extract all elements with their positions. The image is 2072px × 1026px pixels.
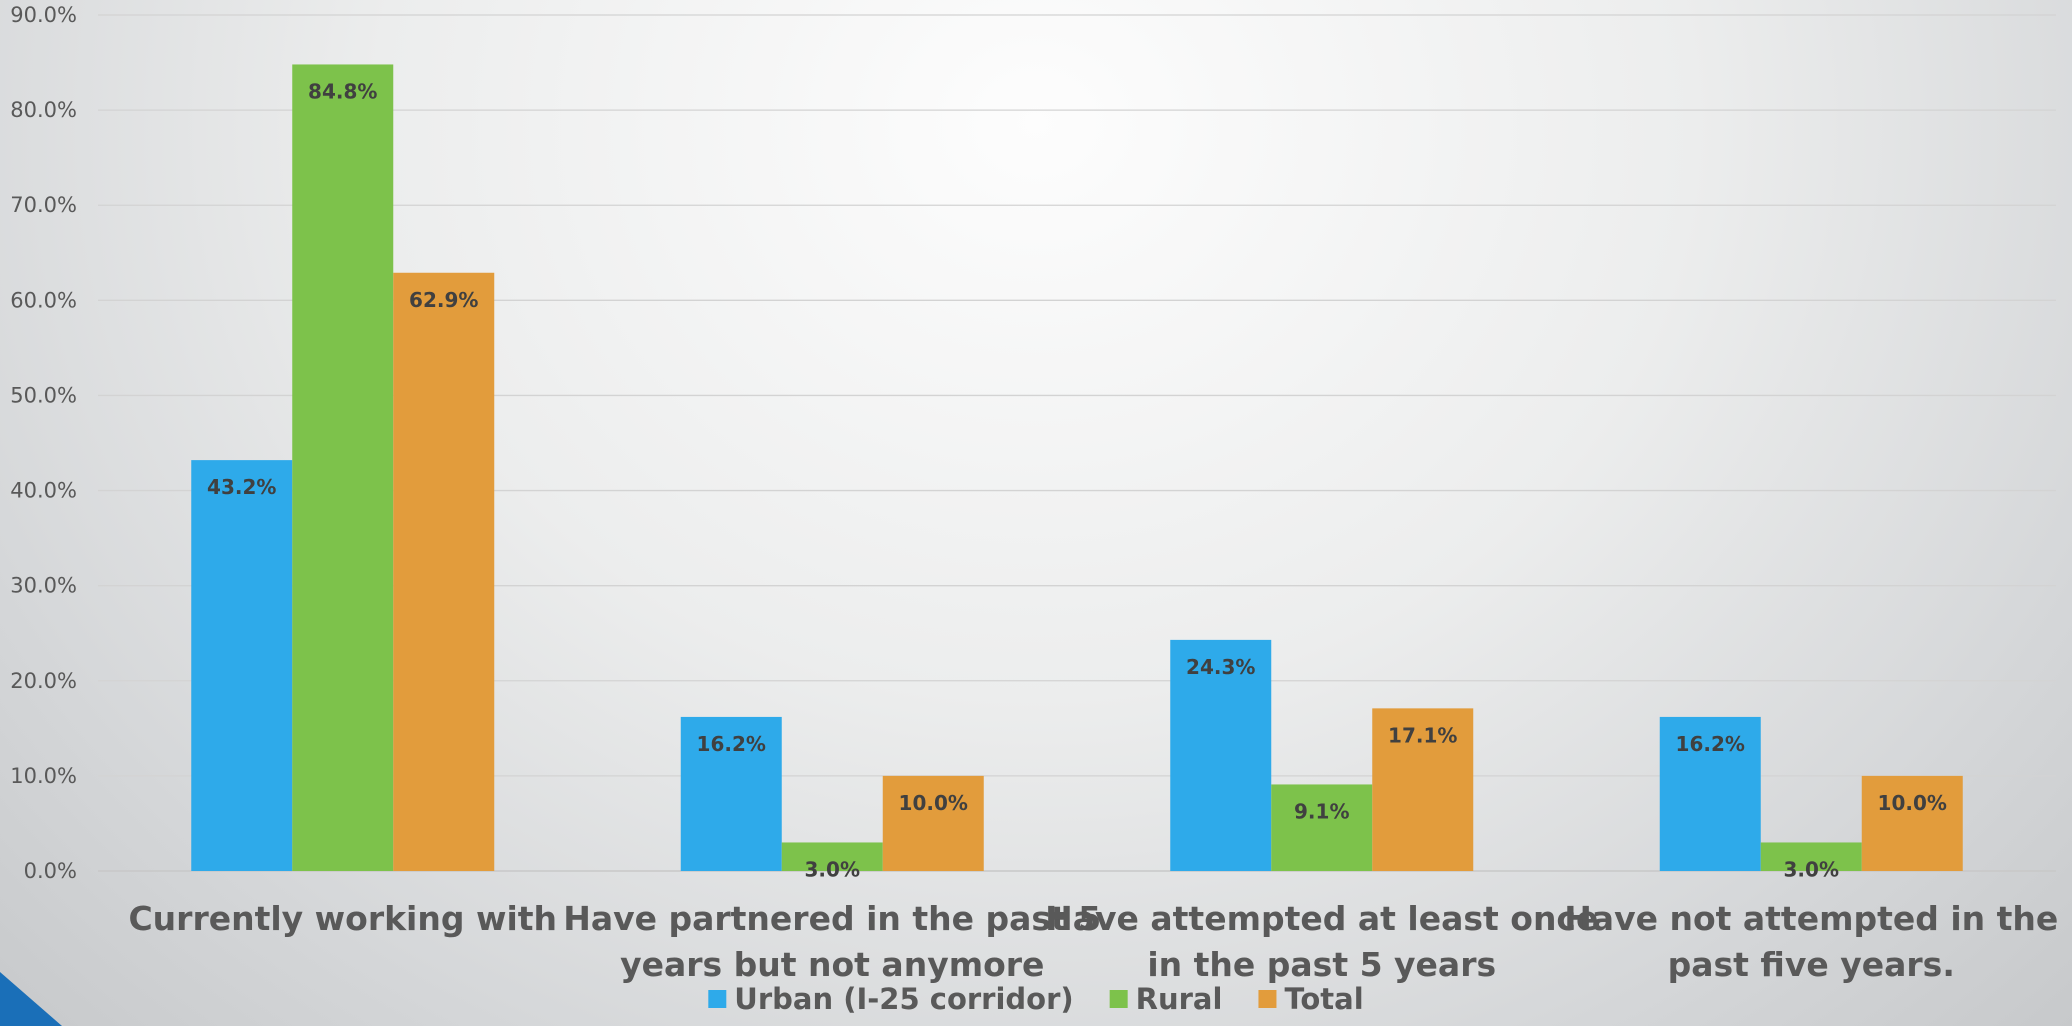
data-label: 17.1%: [1388, 723, 1457, 747]
data-label: 84.8%: [308, 79, 377, 103]
legend-label: Urban (I-25 corridor): [734, 982, 1073, 1016]
bar-total: [1372, 708, 1474, 871]
category-labels: Currently working with Have partnered in …: [128, 899, 2058, 984]
bar-rural: [1271, 784, 1373, 871]
legend-swatch: [1109, 990, 1128, 1008]
data-label: 43.2%: [207, 475, 276, 499]
category-label: Have attempted at least once in the past …: [1045, 899, 1598, 984]
bar-total: [393, 272, 495, 871]
bar-rural: [1760, 842, 1862, 871]
y-tick-label: 70.0%: [10, 193, 77, 217]
bar-urban-i-25-corridor: [191, 460, 293, 871]
data-label: 10.0%: [1878, 791, 1947, 815]
data-labels: 43.2% 84.8% 62.9% 16.2% 3.0% 10.0% 24.3% 9.1% 17…: [207, 79, 1947, 881]
data-label: 3.0%: [1784, 857, 1839, 881]
y-tick-label: 0.0%: [24, 859, 77, 883]
y-tick-label: 90.0%: [10, 3, 77, 27]
y-tick-label: 60.0%: [10, 288, 77, 312]
y-tick-label: 50.0%: [10, 383, 77, 407]
bar-rural: [781, 842, 883, 871]
category-label: Have partnered in the past 5 years but no…: [563, 899, 1101, 984]
category-label: Have not attempted in the past five years…: [1564, 899, 2058, 984]
data-label: 3.0%: [805, 857, 860, 881]
y-tick-label: 20.0%: [10, 669, 77, 693]
bar-urban-i-25-corridor: [1659, 716, 1761, 871]
y-tick-label: 40.0%: [10, 479, 77, 503]
data-label: 9.1%: [1294, 799, 1349, 823]
y-tick-label: 30.0%: [10, 574, 77, 598]
y-tick-label: 80.0%: [10, 98, 77, 122]
legend-swatch: [708, 990, 727, 1008]
legend-label: Rural: [1136, 982, 1223, 1016]
category-label: Currently working with: [128, 899, 557, 938]
bars: [191, 64, 1963, 872]
legend-swatch: [1258, 990, 1277, 1008]
bar-total: [1861, 775, 1963, 871]
data-label: 16.2%: [697, 732, 766, 756]
bar-urban-i-25-corridor: [680, 716, 782, 871]
y-tick-label: 10.0%: [10, 764, 77, 788]
decorative-corner-triangle: [0, 972, 62, 1026]
legend: Urban (I-25 corridor) Rural Total: [708, 982, 1364, 1016]
data-label: 10.0%: [899, 791, 968, 815]
data-label: 16.2%: [1676, 732, 1745, 756]
bar-rural: [292, 64, 394, 872]
data-label: 62.9%: [409, 288, 478, 312]
y-axis-tick-labels: 0.0% 10.0% 20.0% 30.0% 40.0% 50.0% 60.0% 70.0% 8…: [10, 3, 77, 883]
legend-label: Total: [1284, 982, 1363, 1016]
bar-total: [882, 775, 984, 871]
bar-urban-i-25-corridor: [1170, 639, 1272, 871]
data-label: 24.3%: [1186, 655, 1255, 679]
